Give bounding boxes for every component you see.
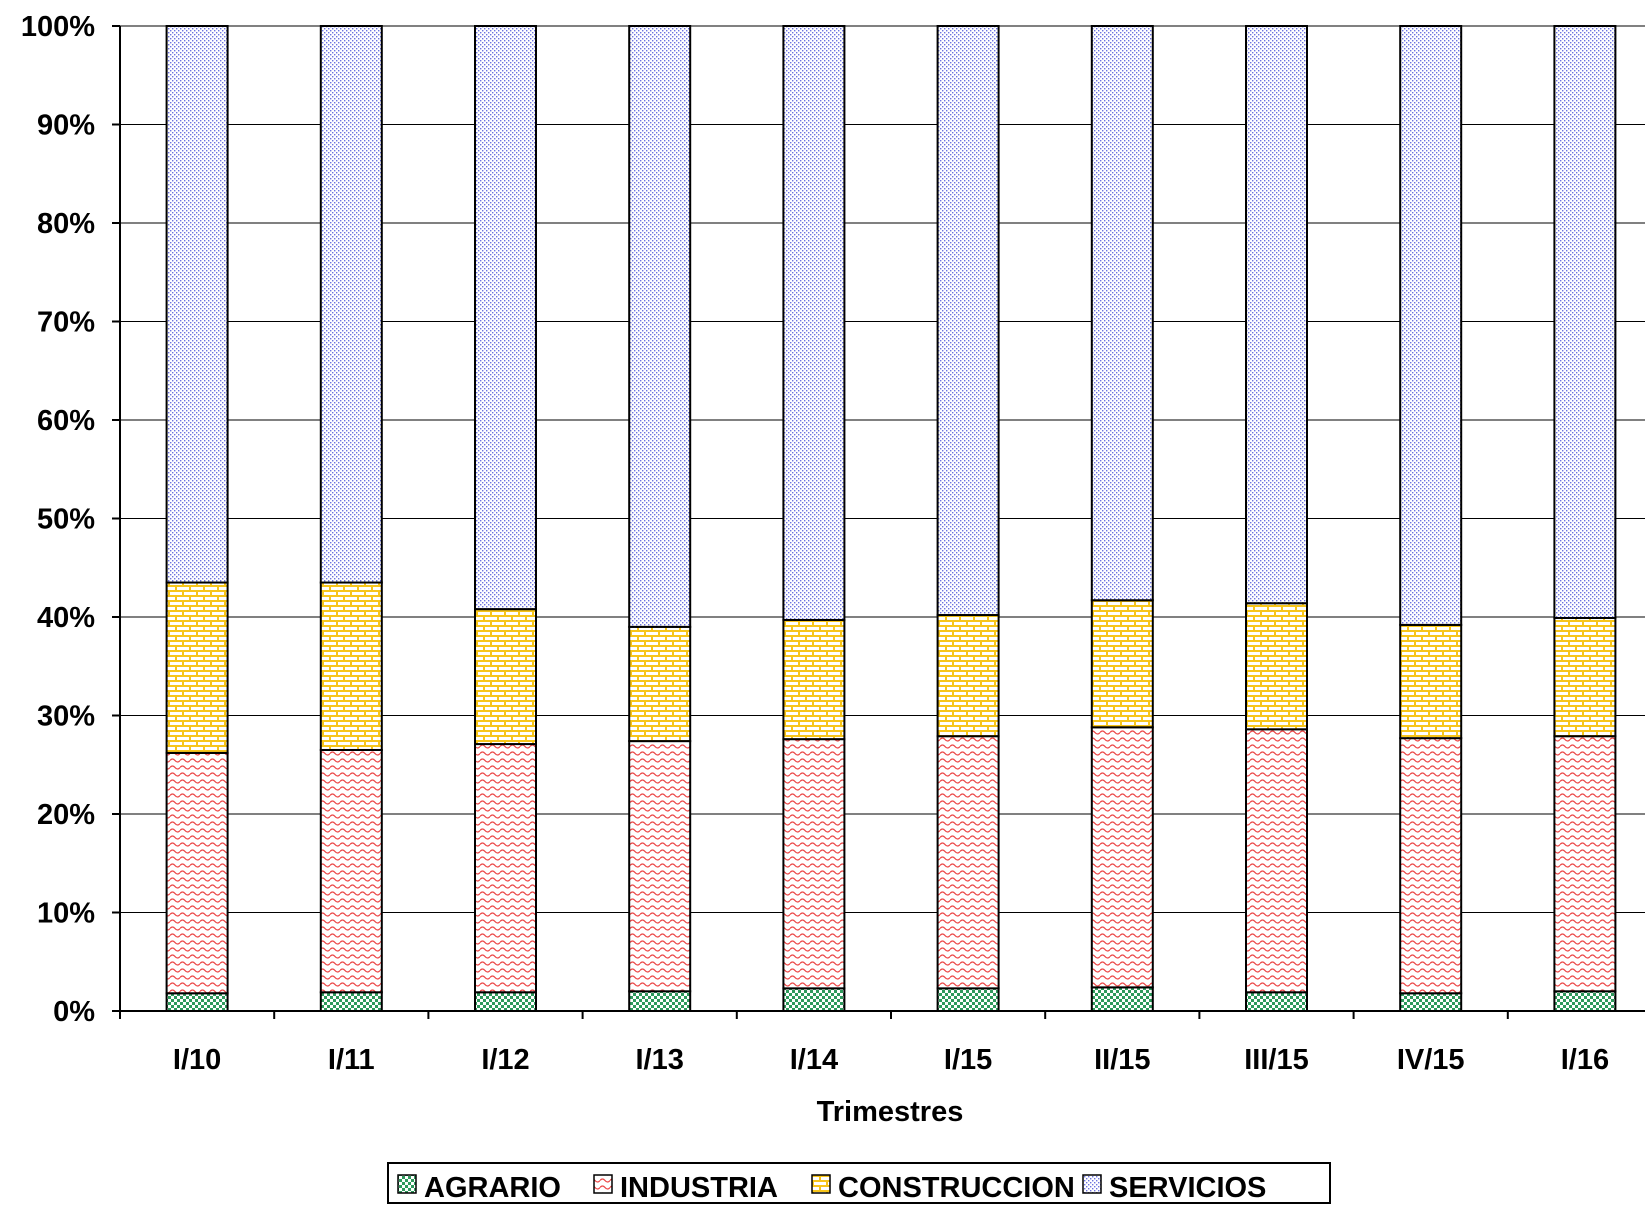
y-tick-label: 20% xyxy=(37,799,95,831)
x-tick-label: I/10 xyxy=(173,1044,221,1076)
bar-stack xyxy=(1245,25,1308,1012)
bar-segment-agrario xyxy=(1553,990,1617,1012)
y-tick-label: 40% xyxy=(37,602,95,634)
legend-label: CONSTRUCCION xyxy=(838,1172,1075,1204)
y-tick-label: 0% xyxy=(53,996,95,1028)
bar-segment-industria xyxy=(1399,737,1463,995)
x-tick-label: IV/15 xyxy=(1397,1044,1465,1076)
bar-segment-agrario xyxy=(1090,986,1154,1012)
bar-stack xyxy=(628,25,692,1012)
legend: AGRARIO INDUSTRIA CONSTRUCCION SERVICIOS xyxy=(387,1162,1331,1204)
bar-stack xyxy=(1399,25,1463,1013)
bar-segment-servicios xyxy=(936,25,1000,617)
y-tick-label: 100% xyxy=(21,11,95,43)
bar-segment-servicios xyxy=(1090,25,1154,602)
legend-swatch xyxy=(397,1174,417,1194)
bar-segment-industria xyxy=(782,738,846,990)
y-tick-label: 90% xyxy=(37,110,95,142)
bar-segment-construccion xyxy=(319,581,383,751)
bar-segment-agrario xyxy=(936,987,1000,1012)
legend-item: INDUSTRIA xyxy=(593,1172,778,1204)
y-tick-labels: 0% 10% 20% 30% 40% 50% 60% 70% 80% 90% 100% xyxy=(21,11,95,1028)
bar-segment-agrario xyxy=(782,987,846,1012)
bar-segment-servicios xyxy=(165,25,229,584)
bar-segment-agrario xyxy=(474,991,537,1012)
bars xyxy=(165,25,1617,1013)
bar-segment-agrario xyxy=(1399,992,1463,1013)
x-tick-label: I/12 xyxy=(481,1044,529,1076)
y-tick-label: 70% xyxy=(37,307,95,339)
bar-stack xyxy=(165,25,229,1013)
bar-segment-construccion xyxy=(1399,623,1463,740)
x-tick-label: I/16 xyxy=(1561,1044,1609,1076)
bar-segment-servicios xyxy=(1245,25,1308,605)
bar-segment-agrario xyxy=(1245,991,1308,1012)
bar-segment-servicios xyxy=(474,25,537,611)
x-tick-label: I/11 xyxy=(328,1044,375,1076)
y-tick-label: 60% xyxy=(37,405,95,437)
legend-label: INDUSTRIA xyxy=(620,1172,778,1204)
bar-stack xyxy=(474,25,537,1012)
bar-segment-construccion xyxy=(1090,599,1154,729)
x-tick-label: I/15 xyxy=(944,1044,992,1076)
bar-segment-industria xyxy=(165,751,229,995)
legend-frame xyxy=(387,1162,1331,1204)
bar-segment-agrario xyxy=(165,992,229,1013)
bar-segment-construccion xyxy=(1245,602,1308,731)
bar-stack xyxy=(782,25,846,1012)
bar-segment-servicios xyxy=(628,25,692,628)
bar-segment-construccion xyxy=(936,614,1000,738)
legend-item: AGRARIO xyxy=(397,1172,561,1204)
legend-swatch xyxy=(811,1174,831,1194)
x-axis-title: Trimestres xyxy=(817,1096,964,1128)
bar-segment-industria xyxy=(1245,728,1308,994)
bar-segment-industria xyxy=(1090,726,1154,989)
bar-segment-agrario xyxy=(628,990,692,1012)
legend-label: AGRARIO xyxy=(424,1172,561,1204)
y-tick-label: 10% xyxy=(37,898,95,930)
bar-segment-construccion xyxy=(474,608,537,746)
bar-stack xyxy=(936,25,1000,1012)
legend-swatch xyxy=(593,1174,613,1194)
bar-stack xyxy=(319,25,383,1012)
bar-segment-agrario xyxy=(319,991,383,1012)
bar-segment-industria xyxy=(474,743,537,994)
bar-stack xyxy=(1553,25,1617,1012)
legend-swatch xyxy=(1082,1174,1102,1194)
bar-stack xyxy=(1090,25,1154,1012)
bar-segment-industria xyxy=(1553,735,1617,993)
bar-segment-construccion xyxy=(1553,616,1617,738)
bar-segment-construccion xyxy=(165,581,229,754)
bar-segment-servicios xyxy=(782,25,846,621)
x-tick-label: III/15 xyxy=(1244,1044,1309,1076)
x-tick-label: I/13 xyxy=(636,1044,684,1076)
legend-item: CONSTRUCCION xyxy=(811,1172,1075,1204)
x-tick-labels: I/10 I/11 I/12 I/13 I/14 I/15 II/15 III/15 IV/15… xyxy=(173,1044,1609,1076)
y-tick-label: 50% xyxy=(37,504,95,536)
bar-segment-servicios xyxy=(1399,25,1463,626)
bar-segment-servicios xyxy=(319,25,383,584)
legend-label: SERVICIOS xyxy=(1109,1172,1266,1204)
bar-segment-construccion xyxy=(628,625,692,743)
x-tick-label: II/15 xyxy=(1094,1044,1150,1076)
bar-segment-construccion xyxy=(782,618,846,741)
legend-item: SERVICIOS xyxy=(1082,1172,1266,1204)
y-tick-label: 80% xyxy=(37,208,95,240)
axes xyxy=(112,25,1645,1019)
y-tick-label: 30% xyxy=(37,701,95,733)
bar-segment-servicios xyxy=(1553,25,1617,619)
bar-segment-industria xyxy=(936,735,1000,990)
x-tick-label: I/14 xyxy=(790,1044,838,1076)
bar-segment-industria xyxy=(319,748,383,994)
bar-segment-industria xyxy=(628,740,692,993)
